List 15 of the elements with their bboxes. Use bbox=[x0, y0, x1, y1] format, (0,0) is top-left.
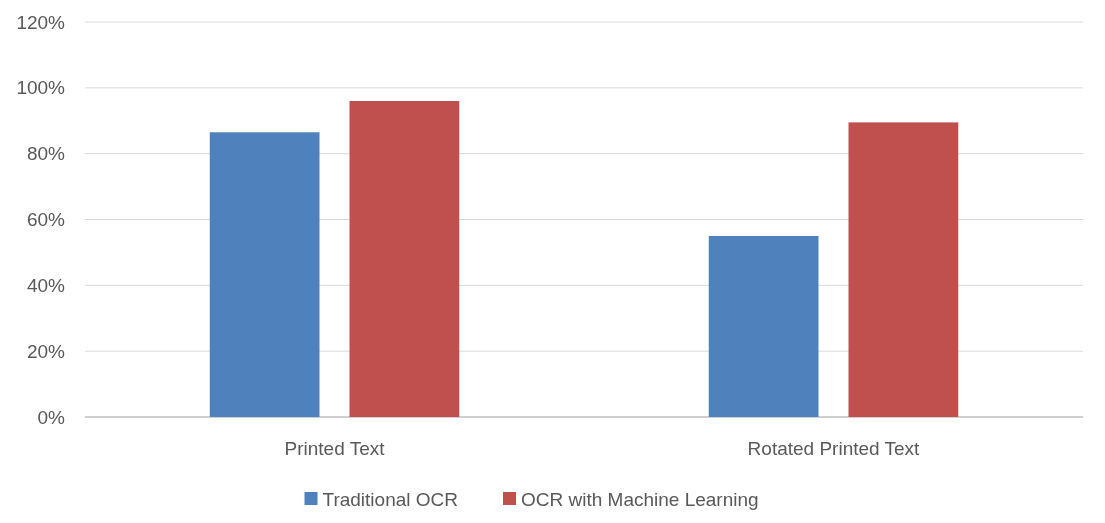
y-tick-label: 120% bbox=[16, 11, 66, 33]
legend-label: Traditional OCR bbox=[322, 488, 459, 510]
bar bbox=[349, 101, 460, 417]
y-tick-label: 60% bbox=[26, 209, 66, 231]
x-tick-label: Printed Text bbox=[284, 438, 386, 459]
y-tick-label: 0% bbox=[37, 406, 66, 428]
y-tick-label: 20% bbox=[26, 340, 66, 362]
legend-label: OCR with Machine Learning bbox=[521, 488, 759, 510]
y-tick-label: 80% bbox=[26, 143, 66, 165]
bar bbox=[708, 235, 819, 417]
y-tick-label: 40% bbox=[26, 274, 66, 296]
x-tick-label: Rotated Printed Text bbox=[747, 438, 921, 459]
y-tick-label: 100% bbox=[16, 77, 66, 99]
bar bbox=[848, 122, 959, 417]
bar bbox=[209, 132, 320, 417]
